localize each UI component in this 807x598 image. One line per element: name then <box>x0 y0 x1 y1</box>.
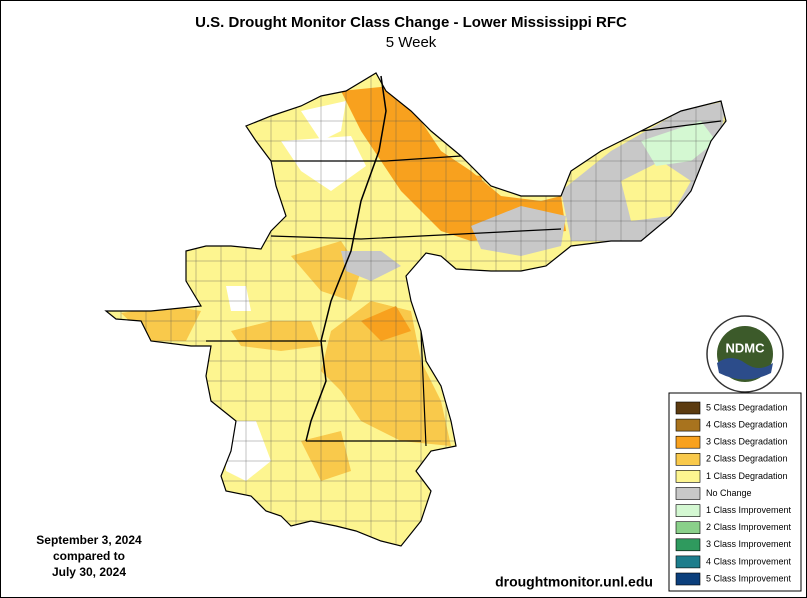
legend-swatch <box>675 452 701 466</box>
legend-label: 5 Class Degradation <box>706 402 788 412</box>
logo: NDMC <box>706 315 784 393</box>
legend-label: 1 Class Degradation <box>706 471 788 481</box>
area <box>341 86 566 241</box>
area <box>621 161 691 221</box>
area <box>301 431 351 481</box>
legend-label: 1 Class Improvement <box>706 505 792 515</box>
legend-swatch <box>675 470 701 483</box>
area-white <box>226 421 271 481</box>
date-line: September 3, 2024 <box>36 533 142 547</box>
legend-label: 5 Class Improvement <box>706 573 792 583</box>
legend-swatch <box>675 435 701 449</box>
legend-swatch <box>675 572 701 586</box>
state-borders <box>206 120 722 447</box>
legend-swatch <box>675 401 701 415</box>
logo-wave <box>717 358 773 380</box>
legend: 5 Class Degradation 4 Class Degradation 3 … <box>675 401 792 586</box>
subtitle: 5 Week <box>386 34 437 51</box>
legend-label: 4 Class Improvement <box>706 556 792 566</box>
legend-swatch <box>675 521 701 535</box>
legend-swatch <box>675 555 701 569</box>
area-white <box>281 136 366 191</box>
legend-label: No Change <box>706 488 752 498</box>
area <box>321 301 451 446</box>
legend-label: 2 Class Degradation <box>706 454 788 464</box>
legend-swatch <box>675 487 701 500</box>
date-line: July 30, 2024 <box>52 565 126 579</box>
source-url: droughtmonitor.unl.edu <box>495 574 653 590</box>
area <box>641 121 716 166</box>
legend-label: 2 Class Improvement <box>706 522 792 532</box>
legend-label: 3 Class Improvement <box>706 539 792 549</box>
area <box>441 171 491 221</box>
date-line: compared to <box>53 549 125 563</box>
title: U.S. Drought Monitor Class Change - Lowe… <box>195 14 627 31</box>
area <box>361 306 411 341</box>
legend-swatch <box>675 504 701 517</box>
area <box>231 321 321 351</box>
area-white <box>226 286 251 311</box>
legend-label: 4 Class Degradation <box>706 419 788 429</box>
legend-swatch <box>675 538 701 552</box>
logo-text: NDMC <box>726 340 766 355</box>
mississippi-river <box>305 75 387 442</box>
area <box>121 306 201 341</box>
legend-swatch <box>675 418 701 432</box>
legend-label: 3 Class Degradation <box>706 437 788 447</box>
